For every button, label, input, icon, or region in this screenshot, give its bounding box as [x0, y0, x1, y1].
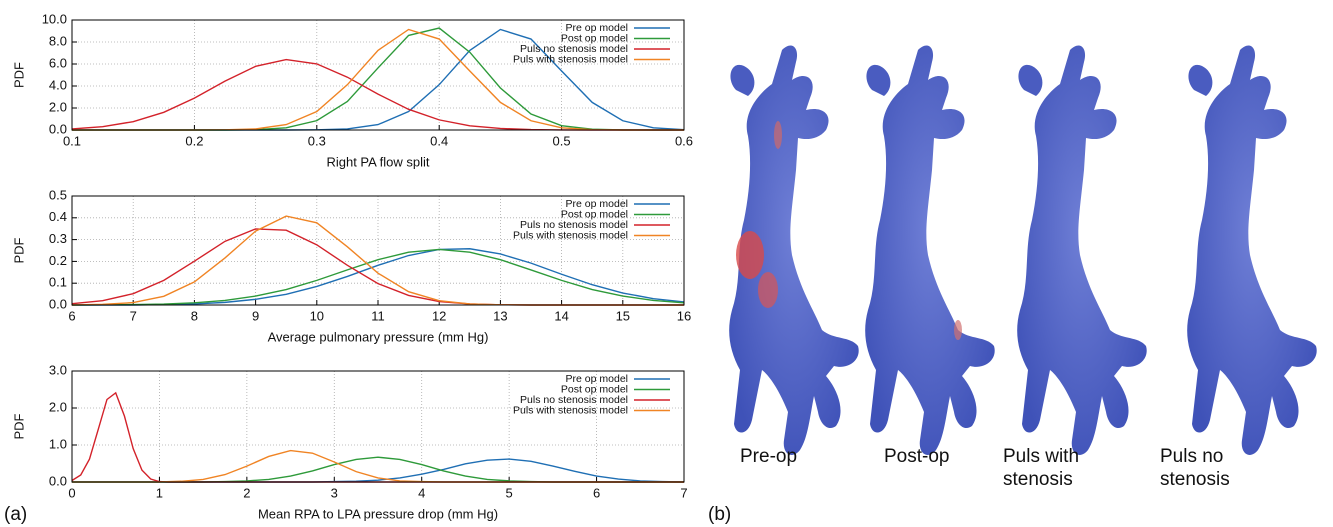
stress-spot — [954, 320, 962, 340]
x-tick-label: 13 — [493, 308, 507, 323]
x-tick-label: 0 — [68, 485, 75, 500]
x-axis-label: Mean RPA to LPA pressure drop (mm Hg) — [258, 506, 498, 521]
legend-label: Pre op model — [566, 373, 628, 385]
panel-label: (a) — [4, 504, 27, 525]
x-tick-label: 12 — [432, 308, 446, 323]
vessel-image — [865, 45, 995, 455]
y-tick-label: 0.1 — [49, 275, 67, 290]
legend-label: Post op model — [561, 208, 628, 220]
charts: 0.02.04.06.08.010.00.1 0.2 0.3 0.4 0.5 0.6PDF… — [11, 11, 693, 521]
x-tick-label: 15 — [616, 308, 630, 323]
y-tick-label: 4.0 — [49, 77, 67, 92]
y-tick-label: 0.0 — [49, 296, 67, 311]
plot-frame — [71, 19, 685, 131]
x-tick-label: 9 — [252, 308, 259, 323]
y-tick-label: 0.0 — [49, 473, 67, 488]
legend-label: Pre op model — [566, 22, 628, 34]
image-caption: Puls no — [1160, 446, 1223, 467]
y-tick-label: 0.2 — [49, 253, 67, 268]
x-axis-label: Right PA flow split — [326, 154, 429, 169]
image-caption: stenosis — [1003, 469, 1073, 490]
image-caption: Post-op — [884, 446, 949, 467]
y-tick-label: 2.0 — [49, 99, 67, 114]
x-tick-label: 0.6 — [675, 133, 693, 148]
y-tick-label: 0.5 — [49, 187, 67, 202]
legend-label: Puls with stenosis model — [513, 53, 628, 65]
legend-label: Puls with stenosis model — [513, 404, 628, 416]
y-tick-label: 1.0 — [49, 436, 67, 451]
plot-frame — [71, 195, 685, 306]
y-tick-label: 0.4 — [49, 209, 67, 224]
y-tick-label: 6.0 — [49, 55, 67, 70]
x-tick-label: 0.1 — [63, 133, 81, 148]
legend-label: Puls no stenosis model — [520, 43, 628, 55]
y-tick-label: 10.0 — [42, 11, 67, 26]
image-caption: Pre-op — [740, 446, 797, 467]
x-tick-label: 10 — [310, 308, 324, 323]
plot-frame — [71, 370, 685, 483]
x-tick-label: 3 — [331, 485, 338, 500]
x-tick-label: 11 — [371, 308, 385, 323]
y-axis-label: PDF — [11, 413, 26, 439]
y-tick-label: 0.3 — [49, 231, 67, 246]
x-tick-label: 2 — [243, 485, 250, 500]
pdf-line — [72, 449, 684, 483]
legend-label: Puls no stenosis model — [520, 394, 628, 406]
chart: 0.0 2.0 4.0 6.0 8.0 10.0 0.1 0.2 0.3 0.4 0.5 0.6 PDF… — [11, 11, 693, 169]
y-tick-label: 0.0 — [49, 121, 67, 136]
image-caption: Puls with — [1003, 446, 1079, 467]
y-tick-label: 2.0 — [49, 399, 67, 414]
y-tick-label: 3.0 — [49, 362, 67, 377]
captions: (a) (b)Pre-op Post-op Puls withstenosisPuls… — [4, 446, 1230, 525]
x-tick-label: 7 — [130, 308, 137, 323]
vessel-image — [1017, 45, 1147, 455]
x-tick-label: 14 — [554, 308, 568, 323]
x-tick-label: 0.5 — [553, 133, 571, 148]
stress-spot — [774, 121, 782, 149]
y-tick-label: 8.0 — [49, 33, 67, 48]
chart: 0.0 1.0 2.0 3.0 0 1 2 3 4 5 6 7 PDF Mean RPA to LPA p… — [11, 362, 687, 521]
x-tick-label: 5 — [506, 485, 513, 500]
x-tick-label: 0.4 — [430, 133, 448, 148]
legend-label: Puls no stenosis model — [520, 219, 628, 231]
pdf-line — [71, 248, 685, 306]
x-tick-label: 1 — [156, 485, 163, 500]
x-tick-label: 6 — [68, 308, 75, 323]
panel-label: (b) — [708, 504, 731, 525]
y-axis-label: PDF — [11, 237, 26, 263]
legend-label: Post op model — [561, 383, 628, 395]
pdf-line — [71, 58, 684, 131]
vessel-image — [1187, 45, 1317, 455]
legend-label: Post op model — [561, 32, 628, 44]
x-axis-label: Average pulmonary pressure (mm Hg) — [268, 329, 489, 344]
x-tick-label: 8 — [191, 308, 198, 323]
image-caption: stenosis — [1160, 469, 1230, 490]
x-tick-label: 0.2 — [185, 133, 203, 148]
y-axis-label: PDF — [11, 62, 26, 88]
legend-label: Puls with stenosis model — [513, 229, 628, 241]
chart: 0.0 0.1 0.2 0.3 0.4 0.5 6 7 8 9 10 11 12 13 14 15 16 PDF A… — [11, 187, 691, 344]
x-tick-label: 4 — [418, 485, 425, 500]
legend-label: Pre op model — [566, 198, 628, 210]
x-tick-label: 0.3 — [308, 133, 326, 148]
x-tick-label: 7 — [680, 485, 687, 500]
vessel-images — [729, 45, 1317, 455]
x-tick-label: 6 — [593, 485, 600, 500]
stress-spot — [736, 231, 764, 279]
x-tick-label: 16 — [677, 308, 691, 323]
stress-spot — [758, 272, 778, 308]
